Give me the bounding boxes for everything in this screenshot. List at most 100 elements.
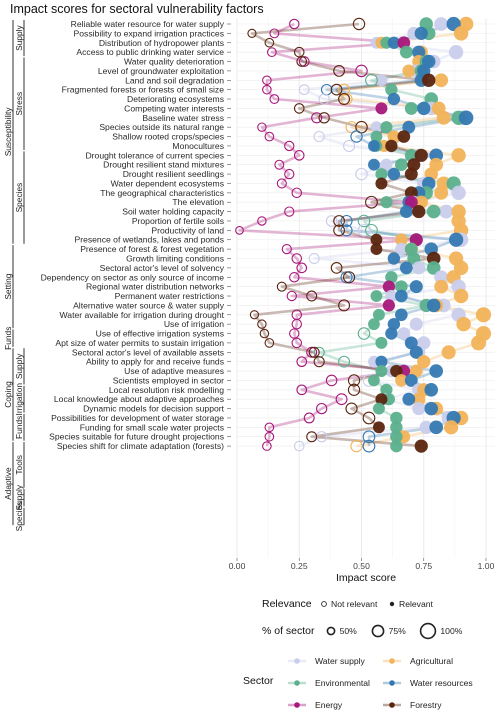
data-point bbox=[441, 345, 456, 360]
data-point bbox=[293, 150, 305, 161]
data-point bbox=[264, 37, 275, 48]
data-point bbox=[402, 392, 416, 406]
data-point bbox=[434, 73, 449, 88]
x-tick-label: 0.50 bbox=[353, 561, 370, 571]
factor-label: Drought resilient seedlings bbox=[123, 169, 224, 179]
data-point bbox=[424, 383, 438, 397]
legend-sector-title: Sector bbox=[243, 675, 274, 687]
factor-label: Use of irrigation bbox=[164, 319, 224, 329]
group-label: Funds bbox=[14, 416, 24, 439]
data-point bbox=[303, 412, 315, 424]
data-point bbox=[412, 402, 426, 416]
group-label: Supply bbox=[14, 353, 24, 379]
data-point bbox=[414, 26, 428, 40]
group-label: Supply bbox=[14, 484, 24, 510]
data-point bbox=[380, 196, 393, 209]
data-point bbox=[429, 420, 444, 435]
data-point bbox=[368, 140, 380, 152]
data-point bbox=[387, 92, 401, 106]
data-point bbox=[434, 279, 449, 294]
data-point bbox=[330, 262, 343, 274]
group-label: Coping bbox=[3, 381, 13, 408]
factor-label: Fragmented forests or forests of small s… bbox=[62, 85, 225, 95]
data-point bbox=[318, 112, 330, 124]
data-point bbox=[333, 224, 345, 237]
data-point bbox=[372, 421, 385, 434]
grid bbox=[236, 18, 495, 558]
data-point bbox=[395, 374, 408, 387]
data-point bbox=[399, 45, 413, 59]
data-point bbox=[444, 420, 459, 435]
group-label: Supply bbox=[14, 24, 24, 50]
data-point bbox=[340, 93, 353, 106]
data-point bbox=[387, 167, 401, 181]
group-label: Species bbox=[14, 183, 24, 213]
data-point bbox=[372, 402, 385, 415]
legend-relevance-item: Relevant bbox=[399, 599, 434, 609]
data-point bbox=[296, 356, 308, 368]
data-point bbox=[370, 243, 383, 256]
factor-label: Species shift for climate adaptation (fo… bbox=[57, 441, 224, 451]
data-points bbox=[235, 16, 492, 453]
data-point bbox=[306, 431, 318, 443]
group-label: Irrigation bbox=[14, 383, 24, 416]
data-point bbox=[291, 337, 303, 349]
data-point bbox=[412, 205, 426, 219]
data-point bbox=[429, 364, 444, 378]
factor-label: Use of adaptive measures bbox=[124, 366, 224, 376]
data-point bbox=[318, 93, 330, 105]
legend-sector-label: Forestry bbox=[410, 700, 442, 710]
x-tick-label: 1.00 bbox=[478, 561, 495, 571]
data-point bbox=[426, 204, 441, 219]
factor-label: Scientists employed in sector bbox=[113, 375, 224, 385]
factor-label: Distribution of hydropower plants bbox=[99, 38, 224, 48]
legend-sector-swatch bbox=[294, 658, 300, 664]
data-point bbox=[409, 345, 423, 359]
data-point bbox=[338, 83, 351, 96]
data-point bbox=[448, 232, 464, 247]
data-point bbox=[395, 308, 408, 322]
data-point bbox=[342, 139, 356, 153]
x-axis: 0.00 0.25 0.50 0.75 1.00 bbox=[229, 558, 495, 571]
factor-label: The geographical characteristics bbox=[100, 188, 224, 198]
data-point bbox=[375, 355, 388, 368]
x-tick-label: 0.25 bbox=[291, 561, 308, 571]
group-label: Adaptive bbox=[3, 467, 13, 500]
factor-label: Species suitable for future drought proj… bbox=[49, 432, 224, 442]
data-point bbox=[395, 233, 408, 247]
group-label: Setting bbox=[3, 273, 13, 299]
data-point bbox=[387, 130, 401, 143]
sector-line bbox=[238, 22, 418, 447]
data-point bbox=[269, 94, 280, 104]
data-point bbox=[365, 73, 378, 87]
data-point bbox=[380, 158, 393, 171]
data-point bbox=[404, 373, 418, 387]
data-point bbox=[347, 383, 361, 396]
data-point bbox=[342, 271, 356, 284]
data-point bbox=[395, 280, 408, 293]
factor-label: Use of effective irrigation systems bbox=[96, 329, 224, 339]
data-point bbox=[340, 224, 353, 237]
data-point bbox=[424, 401, 438, 416]
data-point bbox=[385, 289, 398, 303]
data-point bbox=[436, 110, 451, 125]
factor-label: Local resolution risk modelling bbox=[109, 385, 224, 395]
data-point bbox=[448, 44, 464, 60]
data-point bbox=[284, 168, 295, 180]
data-point bbox=[296, 384, 308, 396]
data-point bbox=[372, 308, 385, 321]
data-point bbox=[355, 120, 368, 134]
data-point bbox=[298, 56, 310, 67]
group-brackets: SusceptibilitySettingFundsCopingAdaptive… bbox=[3, 20, 25, 531]
factor-label: Growth limiting conditions bbox=[126, 254, 224, 264]
data-point bbox=[387, 317, 401, 331]
data-point bbox=[404, 101, 418, 115]
factor-label: Local knowledge about adaptive approache… bbox=[54, 394, 224, 404]
x-tick-label: 0.75 bbox=[415, 561, 432, 571]
factor-label: Drought resilient stand mixtures bbox=[103, 160, 224, 170]
factor-label: Water quality deterioration bbox=[124, 57, 224, 67]
data-point bbox=[335, 393, 348, 406]
data-point bbox=[262, 75, 272, 86]
data-point bbox=[262, 84, 272, 95]
